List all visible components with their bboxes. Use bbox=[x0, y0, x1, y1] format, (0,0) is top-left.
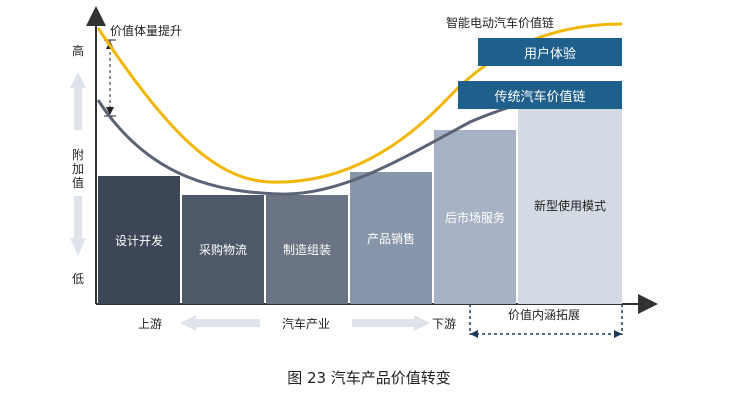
stage-sales-label: 产品销售 bbox=[366, 231, 415, 246]
traditional-chain-label: 传统汽车价值链 bbox=[494, 89, 586, 105]
value-increase-top-arrow-icon bbox=[106, 41, 114, 49]
down-arrow-icon bbox=[70, 196, 86, 256]
traditional-chain-box: 传统汽车价值链 bbox=[458, 81, 622, 109]
value-increase-bottom-arrow-icon bbox=[106, 107, 114, 115]
figure-caption: 图 23 汽车产品价值转变 bbox=[287, 369, 451, 387]
smart-ev-chain-label: 智能电动汽车价值链 bbox=[446, 16, 555, 30]
extension-left-arrow-icon bbox=[470, 330, 478, 338]
stage-aftermarket: 后市场服务 bbox=[434, 130, 516, 304]
stage-sales: 产品销售 bbox=[350, 172, 432, 304]
up-arrow-icon bbox=[70, 72, 86, 130]
value-increase-label: 价值体量提升 bbox=[110, 24, 183, 38]
extension-right-arrow-icon bbox=[614, 330, 622, 338]
downstream-label: 下游 bbox=[432, 317, 457, 331]
y-low-label: 低 bbox=[72, 272, 85, 286]
stage-procurement: 采购物流 bbox=[182, 195, 264, 304]
y-high-label: 高 bbox=[72, 44, 85, 58]
stage-design-label: 设计开发 bbox=[114, 233, 163, 248]
industry-label: 汽车产业 bbox=[282, 317, 331, 331]
upstream-label: 上游 bbox=[138, 317, 163, 331]
user-experience-box: 用户体验 bbox=[478, 38, 622, 66]
stage-new-usage: 新型使用模式 bbox=[518, 106, 622, 304]
stage-procurement-label: 采购物流 bbox=[198, 243, 247, 257]
stage-design: 设计开发 bbox=[98, 176, 180, 304]
user-experience-label: 用户体验 bbox=[523, 46, 576, 62]
stage-new-usage-label: 新型使用模式 bbox=[533, 198, 606, 213]
stage-manufacturing: 制造组装 bbox=[266, 195, 348, 304]
extension-label: 价值内涵拓展 bbox=[508, 308, 581, 322]
right-arrow-icon bbox=[352, 315, 430, 331]
left-arrow-icon bbox=[180, 315, 260, 331]
stage-aftermarket-label: 后市场服务 bbox=[444, 210, 505, 225]
stage-manufacturing-label: 制造组装 bbox=[282, 243, 331, 257]
y-mid-label: 附 加 值 bbox=[72, 148, 85, 190]
